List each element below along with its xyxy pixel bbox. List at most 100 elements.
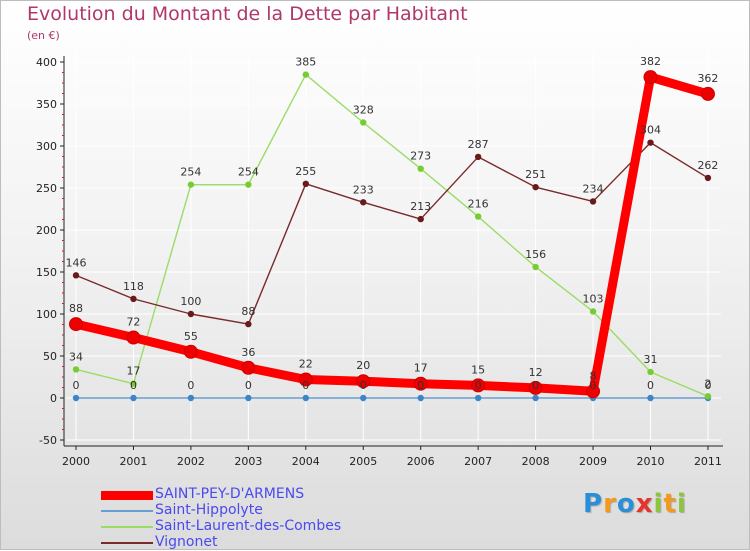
- data-label: 213: [410, 200, 431, 213]
- data-label: 103: [583, 292, 604, 305]
- data-label: 12: [529, 366, 543, 379]
- data-point: [187, 394, 195, 402]
- data-point: [245, 394, 252, 402]
- x-tick-label: 2008: [522, 455, 550, 468]
- data-label: 304: [640, 124, 661, 137]
- data-point: [187, 181, 195, 188]
- data-point: [72, 272, 80, 279]
- x-tick-label: 2001: [119, 455, 147, 468]
- data-point: [126, 330, 141, 345]
- data-point: [360, 119, 367, 126]
- data-label: 0: [130, 379, 137, 392]
- series-line: [75, 141, 709, 325]
- data-point: [245, 320, 252, 328]
- data-point: [302, 180, 309, 187]
- data-label: 36: [241, 346, 255, 359]
- data-label: 17: [414, 362, 428, 375]
- x-tick-label: 2000: [62, 455, 90, 468]
- x-tick-label: 2009: [579, 455, 607, 468]
- data-point: [586, 384, 601, 399]
- data-point: [474, 153, 482, 161]
- data-label: 233: [353, 183, 374, 196]
- logo-letter: i: [676, 489, 687, 519]
- data-label: 254: [238, 166, 259, 179]
- y-tick-label: 350: [36, 98, 57, 111]
- data-label: 234: [583, 182, 604, 195]
- data-label: 17: [126, 365, 140, 378]
- data-label: 0: [187, 379, 194, 392]
- x-tick-label: 2010: [637, 455, 665, 468]
- y-tick-label: 100: [36, 308, 57, 321]
- data-point: [704, 393, 712, 400]
- data-label: 20: [356, 359, 370, 372]
- y-tick-label: 200: [36, 224, 57, 237]
- legend-swatch: [101, 510, 153, 512]
- data-point: [241, 360, 256, 375]
- logo-letter: x: [635, 489, 654, 519]
- data-label: 31: [644, 353, 658, 366]
- data-label: 0: [245, 379, 252, 392]
- x-tick-label: 2002: [177, 455, 205, 468]
- data-label: 254: [180, 166, 201, 179]
- data-label: 146: [66, 256, 87, 269]
- x-tick-label: 2003: [234, 455, 262, 468]
- legend-swatch: [101, 526, 153, 528]
- data-point: [302, 394, 309, 402]
- data-point: [187, 310, 195, 318]
- legend-label: Saint-Hippolyte: [155, 502, 263, 518]
- data-label: 0: [417, 379, 424, 392]
- x-tick-label: 2006: [407, 455, 435, 468]
- data-label: 0: [647, 379, 654, 392]
- data-label: 0: [475, 379, 482, 392]
- y-tick-label: 50: [43, 350, 57, 363]
- data-label: 72: [126, 316, 140, 329]
- data-point: [417, 165, 424, 172]
- data-label: 251: [525, 168, 546, 181]
- data-label: 328: [353, 103, 374, 116]
- series-line: [71, 72, 713, 396]
- data-label: 2: [704, 377, 711, 390]
- data-point: [528, 380, 543, 395]
- data-point: [532, 183, 539, 191]
- logo-letter: t: [663, 489, 677, 519]
- y-tick-label: 250: [36, 182, 57, 195]
- data-point: [245, 181, 252, 188]
- data-label: 34: [69, 350, 83, 363]
- data-label: 262: [697, 159, 718, 172]
- data-point: [643, 70, 658, 85]
- data-label: 0: [590, 379, 597, 392]
- legend-label: SAINT-PEY-D'ARMENS: [155, 486, 305, 502]
- data-point: [130, 394, 137, 402]
- data-label: 88: [69, 302, 83, 315]
- data-point: [417, 215, 424, 223]
- data-point: [72, 366, 80, 373]
- data-point: [130, 380, 137, 387]
- data-point: [589, 308, 597, 315]
- legend-label: Saint-Laurent-des-Combes: [155, 518, 342, 534]
- data-point: [471, 378, 486, 393]
- data-point: [69, 317, 83, 332]
- data-label: 255: [295, 165, 316, 178]
- data-label: 273: [410, 150, 431, 163]
- data-label: 0: [73, 379, 80, 392]
- data-label: 156: [525, 248, 546, 261]
- proxiti-logo: Proxiti: [583, 489, 687, 519]
- unit-label: (en €): [27, 29, 60, 42]
- data-label: 0: [302, 379, 309, 392]
- y-tick-label: -50: [39, 434, 57, 447]
- y-tick-label: 150: [36, 266, 57, 279]
- data-point: [700, 86, 715, 101]
- data-point: [356, 374, 371, 389]
- y-tick-label: 300: [36, 140, 57, 153]
- data-point: [474, 394, 482, 402]
- x-tick-label: 2005: [349, 455, 377, 468]
- data-point: [413, 376, 428, 391]
- data-point: [589, 198, 597, 205]
- x-tick-label: 2011: [694, 455, 722, 468]
- logo-letter: o: [616, 489, 636, 519]
- data-label: 118: [123, 280, 144, 293]
- data-label: 8: [590, 369, 597, 382]
